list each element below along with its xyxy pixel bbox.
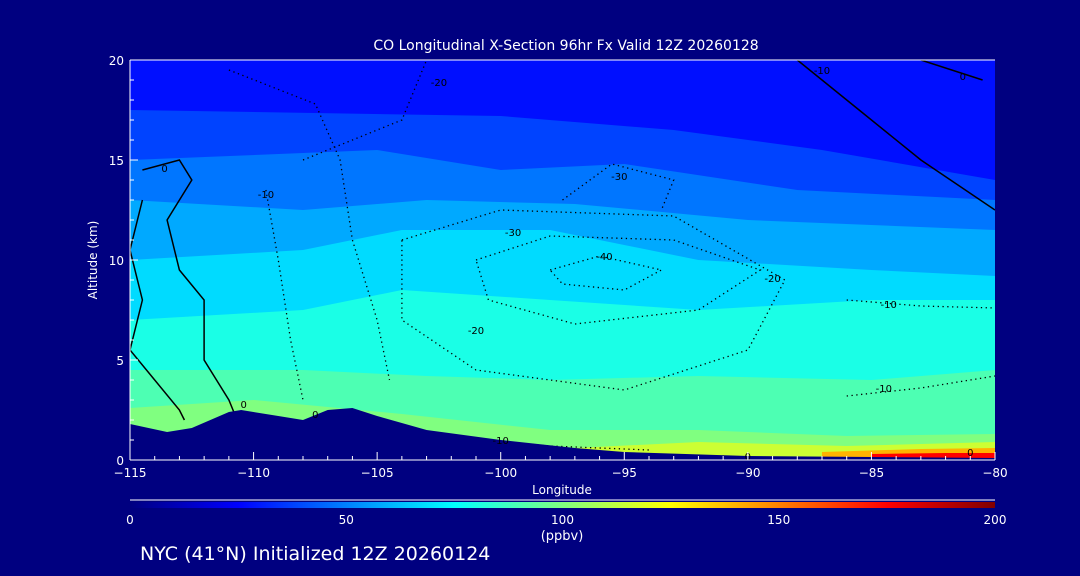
- x-tick-label: −100: [484, 466, 517, 480]
- colorbar-tick-label: 0: [126, 513, 134, 527]
- contour-line: [228, 69, 391, 381]
- colorbar-tick-label: 150: [767, 513, 790, 527]
- contour-label: -20: [468, 326, 484, 337]
- x-tick-label: −85: [859, 466, 884, 480]
- contour-label: 0: [960, 72, 966, 83]
- contour-label: -20: [764, 274, 780, 285]
- contour-label: -30: [505, 228, 521, 239]
- contour-line: [265, 189, 304, 401]
- y-tick-label: 0: [116, 454, 124, 468]
- contour-label: -10: [814, 66, 830, 77]
- chart-title: CO Longitudinal X-Section 96hr Fx Valid …: [373, 38, 758, 54]
- x-tick-label: −115: [114, 466, 147, 480]
- contour-line: [142, 159, 235, 413]
- contour-label: 0: [161, 164, 167, 175]
- contour-line: [920, 60, 983, 81]
- colorbar-unit-label: (ppbv): [541, 529, 584, 544]
- contour-label: 0: [240, 400, 246, 411]
- x-tick-label: −90: [735, 466, 760, 480]
- colorbar-tick-label: 50: [339, 513, 354, 527]
- contour-label: -40: [596, 252, 612, 263]
- x-tick-label: −80: [982, 466, 1007, 480]
- terrain-mask: [130, 408, 995, 460]
- contour-labels: -40-30-30-20-20-20-10-10-10-10-10000000: [161, 66, 973, 463]
- x-tick-label: −110: [237, 466, 270, 480]
- contour-label: -10: [258, 190, 274, 201]
- y-tick-label: 5: [116, 354, 124, 368]
- contour-line: [796, 60, 995, 211]
- y-axis-label: Altitude (km): [86, 221, 100, 300]
- colorbar: [130, 502, 995, 508]
- contour-label: -10: [881, 300, 897, 311]
- colorbar-tick-label: 100: [551, 513, 574, 527]
- contour-label: -10: [876, 384, 892, 395]
- terrain: [130, 408, 995, 460]
- y-tick-label: 20: [109, 54, 124, 68]
- contour-line: [302, 60, 428, 161]
- contour-lines: [130, 60, 995, 451]
- x-tick-label: −105: [361, 466, 394, 480]
- x-axis-label: Longitude: [532, 483, 592, 497]
- footer-init-label: NYC (41°N) Initialized 12Z 20260124: [140, 543, 490, 565]
- contour-label: -20: [431, 78, 447, 89]
- x-tick-label: −95: [612, 466, 637, 480]
- contour-label: -30: [611, 172, 627, 183]
- y-tick-label: 15: [109, 154, 124, 168]
- colorbar-tick-label: 200: [984, 513, 1007, 527]
- concentration-field: [130, 60, 995, 460]
- contour-line: [130, 199, 186, 421]
- contour-label: 0: [312, 410, 318, 421]
- colorbar-ticks: 0 50 100 150 200: [126, 513, 1006, 527]
- contour-label: -10: [493, 436, 509, 447]
- x-axis-ticks: −115 −110 −105 −100 −95 −90 −85 −80: [114, 452, 1008, 480]
- y-axis-ticks: 0 5 10 15 20: [109, 54, 138, 468]
- contour-label: 0: [967, 448, 973, 459]
- y-tick-label: 10: [109, 254, 124, 268]
- contour-line: [846, 375, 995, 397]
- contour-line: [846, 299, 995, 309]
